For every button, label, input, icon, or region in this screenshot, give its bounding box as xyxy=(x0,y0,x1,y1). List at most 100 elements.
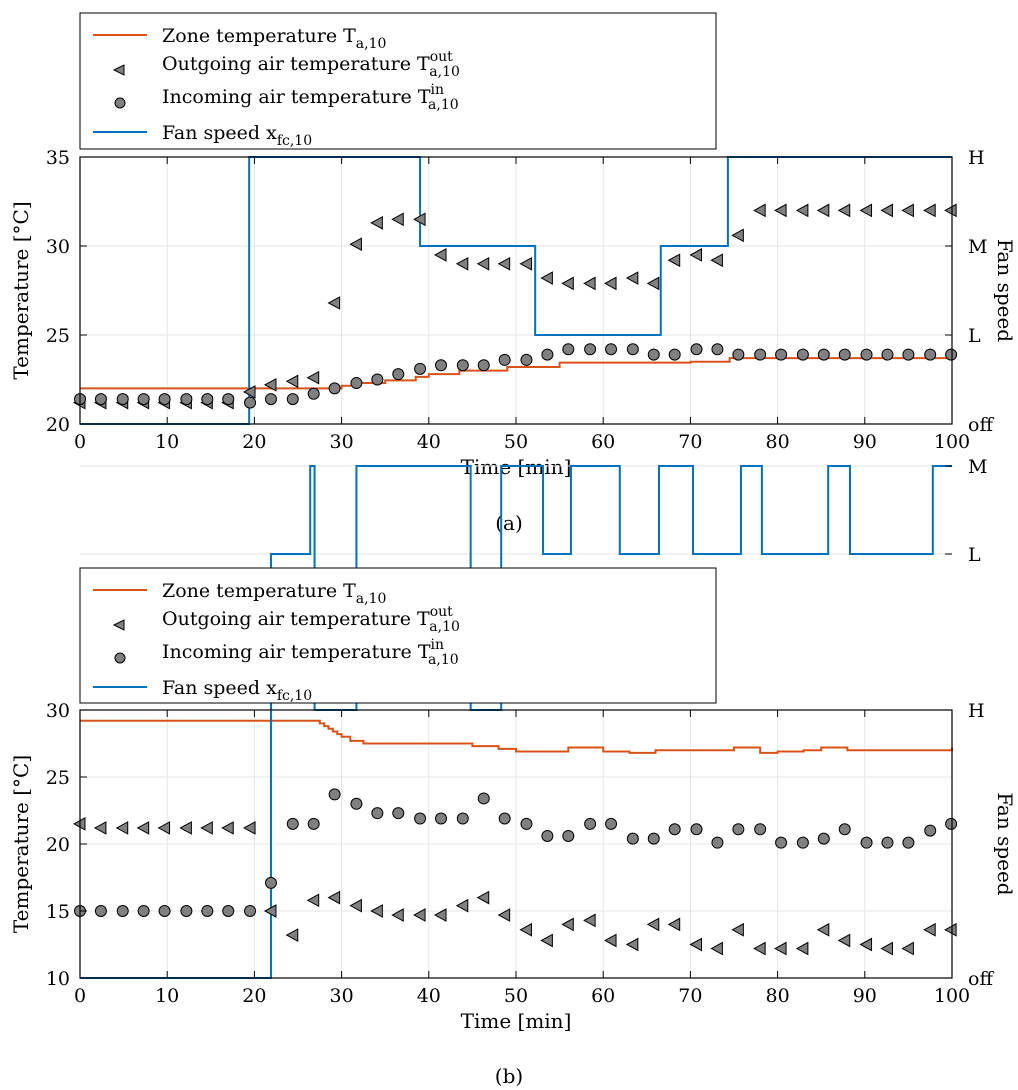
outgoing-air-point xyxy=(880,941,893,956)
fan-speed-line xyxy=(80,156,952,425)
x-tick-label: 100 xyxy=(934,431,970,453)
legend-box xyxy=(79,567,717,704)
outgoing-air-point xyxy=(285,928,299,942)
outgoing-air-point xyxy=(859,937,873,952)
outgoing-air-point xyxy=(901,203,914,218)
incoming-air-point xyxy=(732,348,745,361)
incoming-air-point xyxy=(392,368,405,381)
incoming-air-point xyxy=(222,905,235,917)
incoming-air-point xyxy=(137,393,150,406)
y2-tick-label: H xyxy=(968,147,985,169)
outgoing-air-point xyxy=(604,933,617,948)
y2-tick-label: L xyxy=(968,544,981,566)
incoming-air-point xyxy=(902,836,915,849)
outgoing-air-point xyxy=(497,908,511,922)
y2-tick-label: M xyxy=(968,456,987,478)
incoming-air-point xyxy=(817,348,830,361)
incoming-air-point xyxy=(328,788,341,801)
y-tick-label: 20 xyxy=(46,414,70,436)
incoming-air-point xyxy=(477,359,490,372)
incoming-air-point xyxy=(541,348,554,361)
legend-in-swatch xyxy=(114,97,126,109)
incoming-air-point xyxy=(350,377,363,390)
outgoing-air-point xyxy=(242,385,256,399)
legend-fan: Fan speed xfc,10 xyxy=(162,677,312,704)
outgoing-air-point xyxy=(433,248,447,262)
x-tick-label: 0 xyxy=(74,985,86,1007)
x-tick-label: 60 xyxy=(591,431,615,453)
incoming-air-point xyxy=(286,393,299,406)
legend-out: Outgoing air temperature Tout a,10 xyxy=(162,604,460,635)
y-tick-label: 30 xyxy=(46,236,70,258)
y-tick-label: 35 xyxy=(46,147,70,169)
legend-fan: Fan speed xfc,10 xyxy=(162,122,312,149)
x-tick-label: 50 xyxy=(504,431,528,453)
incoming-air-point xyxy=(244,396,257,409)
outgoing-air-point xyxy=(540,933,553,948)
legend-zone: Zone temperature Ta,10 xyxy=(162,25,386,52)
x-tick-label: 100 xyxy=(934,985,970,1007)
outgoing-air-point xyxy=(561,917,574,932)
incoming-air-point xyxy=(371,373,384,386)
x-tick-label: 80 xyxy=(766,431,790,453)
incoming-air-point xyxy=(201,393,214,406)
x-tick-label: 80 xyxy=(766,985,790,1007)
y-tick-label: 20 xyxy=(46,834,70,856)
outgoing-air-point xyxy=(944,922,957,937)
outgoing-air-point xyxy=(753,203,766,218)
incoming-air-point xyxy=(371,807,384,820)
incoming-air-point xyxy=(456,359,469,372)
outgoing-air-point xyxy=(519,922,532,937)
incoming-air-point xyxy=(775,348,788,361)
incoming-air-point xyxy=(498,353,511,366)
outgoing-air-point xyxy=(413,908,426,922)
y2-tick-label: H xyxy=(968,700,985,722)
incoming-air-point xyxy=(307,817,320,830)
outgoing-air-point xyxy=(944,203,957,218)
x-tick-label: 40 xyxy=(417,431,441,453)
outgoing-air-point xyxy=(646,917,660,932)
x-tick-label: 70 xyxy=(678,431,702,453)
y-tick-label: 10 xyxy=(46,968,70,990)
outgoing-air-point xyxy=(349,898,362,913)
outgoing-air-point xyxy=(731,922,744,937)
outgoing-air-point xyxy=(370,216,383,230)
outgoing-air-point xyxy=(561,276,574,291)
x-tick-label: 40 xyxy=(417,985,441,1007)
incoming-air-point xyxy=(116,905,129,917)
outgoing-air-point xyxy=(433,908,447,922)
incoming-air-point xyxy=(137,905,150,917)
incoming-air-point xyxy=(860,348,873,361)
legend-in: Incoming air temperature Tin a,10 xyxy=(162,82,459,113)
incoming-air-point xyxy=(668,348,681,361)
y2-tick-label: off xyxy=(968,968,994,990)
y2-tick-label: off xyxy=(968,414,994,436)
outgoing-air-point xyxy=(179,821,192,835)
x-tick-label: 20 xyxy=(242,431,266,453)
incoming-air-point xyxy=(626,832,639,845)
x-tick-label: 0 xyxy=(74,431,86,453)
outgoing-air-point xyxy=(306,370,320,385)
outgoing-air-point xyxy=(816,922,830,937)
outgoing-air-point xyxy=(263,904,277,918)
incoming-air-point xyxy=(116,393,129,406)
outgoing-air-point xyxy=(689,248,703,262)
incoming-air-point xyxy=(520,817,533,830)
outgoing-air-point xyxy=(646,276,660,291)
incoming-air-point xyxy=(732,823,745,836)
x-tick-label: 90 xyxy=(853,431,877,453)
outgoing-air-point xyxy=(349,237,362,252)
x-axis-label: Time [min] xyxy=(461,1009,572,1033)
x-tick-label: 10 xyxy=(155,985,179,1007)
incoming-air-point xyxy=(244,905,257,917)
outgoing-air-point xyxy=(795,941,809,956)
incoming-air-point xyxy=(838,823,851,836)
chart-b: 0 10 20 30 40 50 60 70 80 90 1001015202530offLMHTi… xyxy=(9,456,1017,1088)
incoming-air-point xyxy=(307,387,320,400)
outgoing-air-point xyxy=(583,913,596,928)
caption: (b) xyxy=(495,1064,523,1088)
incoming-air-point xyxy=(881,836,894,849)
outgoing-air-point xyxy=(816,203,830,218)
incoming-air-point xyxy=(860,836,873,849)
